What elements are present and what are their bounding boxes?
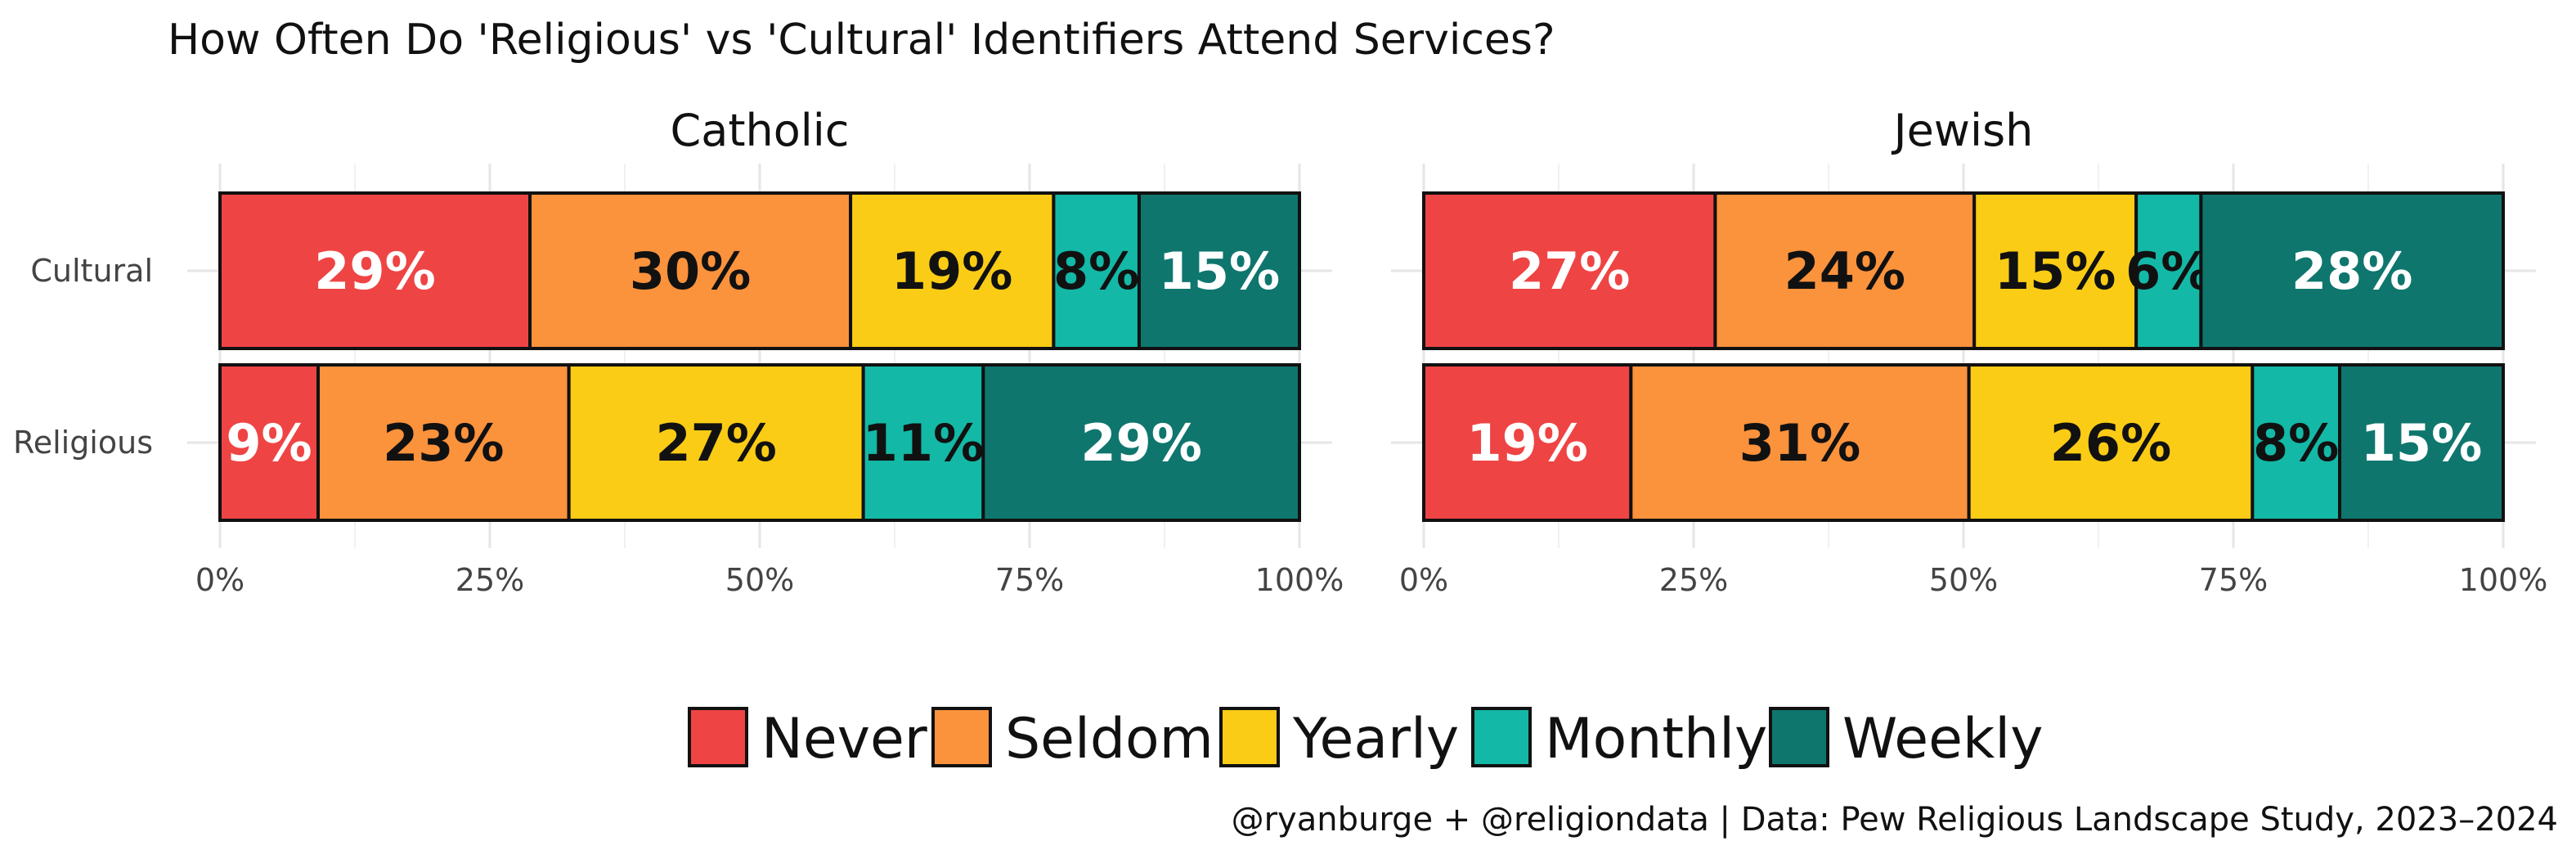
bar-label-never: 19%	[1466, 413, 1587, 473]
bar-label-seldom: 24%	[1784, 241, 1905, 301]
legend-label-never: Never	[761, 707, 927, 771]
legend-swatch-seldom	[931, 707, 992, 767]
bar-segment-yearly	[1972, 191, 2138, 350]
bar-segment-seldom	[1713, 191, 1977, 350]
x-tick-label: 75%	[2199, 562, 2268, 598]
legend-swatch-never	[688, 707, 748, 767]
bar-segment-weekly	[2199, 191, 2505, 350]
legend-label-weekly: Weekly	[1842, 707, 2043, 771]
bar-label-never: 29%	[314, 241, 435, 301]
x-tick-label: 75%	[995, 562, 1064, 598]
x-tick-label: 100%	[1255, 562, 1344, 598]
y-tick-label-cultural: Cultural	[30, 253, 153, 289]
bar-segment-weekly	[981, 363, 1302, 522]
bar-label-never: 27%	[1509, 241, 1630, 301]
bar-segment-never	[218, 363, 320, 522]
bar-label-weekly: 28%	[2291, 241, 2412, 301]
facet-label-catholic: Catholic	[671, 105, 850, 156]
legend-label-yearly: Yearly	[1292, 707, 1459, 771]
bar-label-monthly: 11%	[863, 413, 984, 473]
bar-segment-weekly	[1137, 191, 1302, 350]
x-tick-label: 25%	[1659, 562, 1728, 598]
bar-label-weekly: 29%	[1080, 413, 1201, 473]
bar-label-seldom: 23%	[383, 413, 504, 473]
bar-segment-never	[218, 191, 532, 350]
bar-label-yearly: 27%	[655, 413, 776, 473]
bar-segment-never	[1422, 191, 1717, 350]
bar-segment-monthly	[2134, 191, 2203, 350]
bar-segment-seldom	[528, 191, 853, 350]
bar-segment-monthly	[861, 363, 985, 522]
bar-label-weekly: 15%	[2361, 413, 2482, 473]
chart-title: How Often Do 'Religious' vs 'Cultural' I…	[168, 16, 1555, 65]
bar-segment-monthly	[1052, 191, 1141, 350]
bar-label-monthly: 8%	[2253, 413, 2339, 473]
y-tick-label-religious: Religious	[13, 425, 153, 461]
x-tick-label: 0%	[1399, 562, 1448, 598]
x-tick-label: 50%	[725, 562, 794, 598]
bar-segment-yearly	[1967, 363, 2255, 522]
bar-label-yearly: 19%	[891, 241, 1012, 301]
facet-label-jewish: Jewish	[1892, 105, 2034, 156]
chart-caption: @ryanburge + @religiondata | Data: Pew R…	[1232, 801, 2558, 839]
x-tick-label: 50%	[1929, 562, 1998, 598]
x-tick-label: 25%	[456, 562, 524, 598]
bar-label-monthly: 8%	[1053, 241, 1139, 301]
bar-label-yearly: 15%	[1995, 241, 2116, 301]
bar-label-monthly: 6%	[2125, 241, 2211, 301]
legend-swatch-monthly	[1471, 707, 1532, 767]
legend-swatch-yearly	[1219, 707, 1280, 767]
bar-label-seldom: 31%	[1739, 413, 1860, 473]
x-tick-label: 0%	[195, 562, 245, 598]
legend-swatch-weekly	[1769, 707, 1829, 767]
bar-segment-weekly	[2338, 363, 2505, 522]
bar-segment-seldom	[316, 363, 571, 522]
bar-label-weekly: 15%	[1159, 241, 1280, 301]
x-tick-label: 100%	[2459, 562, 2548, 598]
bar-label-seldom: 30%	[630, 241, 751, 301]
bar-segment-never	[1422, 363, 1633, 522]
bar-label-never: 9%	[226, 413, 312, 473]
bar-segment-monthly	[2251, 363, 2341, 522]
legend-label-seldom: Seldom	[1005, 707, 1214, 771]
bar-label-yearly: 26%	[2050, 413, 2171, 473]
legend-label-monthly: Monthly	[1545, 707, 1767, 771]
